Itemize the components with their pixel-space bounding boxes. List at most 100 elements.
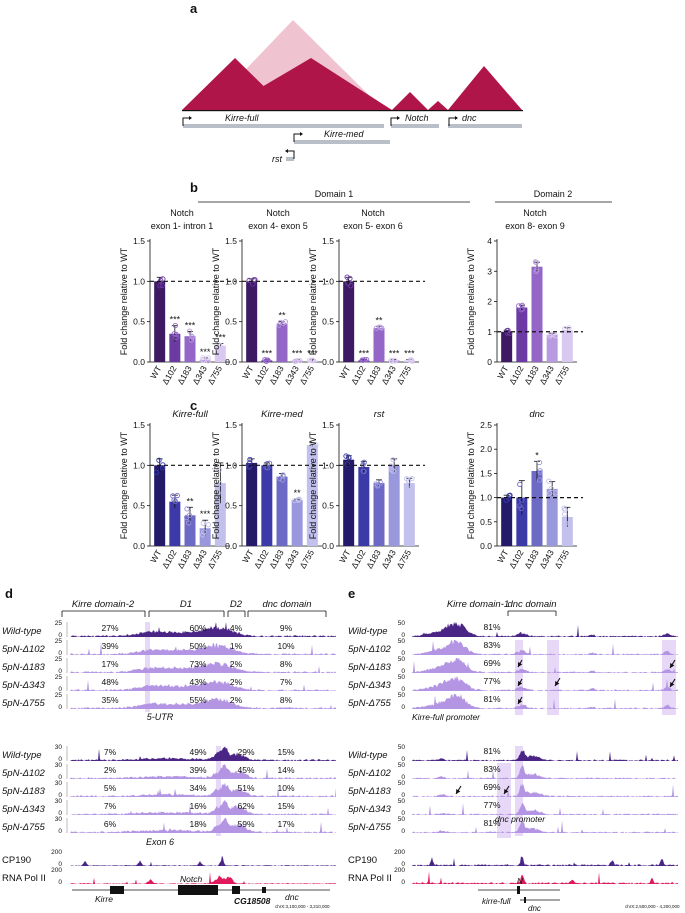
bar (516, 497, 528, 546)
percentage-label: 8% (280, 659, 293, 669)
significance-mark: *** (292, 349, 303, 359)
track-scale-max: 50 (398, 656, 406, 663)
percentage-label: 39% (189, 765, 206, 775)
data-point (189, 333, 195, 339)
data-point (309, 358, 315, 364)
arrow-head (518, 662, 523, 667)
data-point (297, 357, 303, 364)
y-tick-label: 1.5 (133, 420, 145, 430)
track-name: 5pN-Δ102 (348, 644, 392, 655)
track-scale-min: 0 (401, 828, 405, 835)
data-point (280, 472, 286, 478)
data-point (409, 484, 415, 490)
track-scale-min: 0 (58, 828, 62, 835)
bar (169, 501, 181, 546)
arrow-head (456, 789, 461, 794)
data-point (216, 345, 222, 351)
bar (246, 462, 258, 546)
domain-label: D1 (180, 599, 192, 610)
panel-letter-c: c (190, 398, 197, 413)
coverage-track (412, 640, 678, 655)
domain-label: dnc domain (262, 599, 311, 610)
section-label: Exon 6 (146, 837, 174, 847)
chart-title-gene: Notch (266, 208, 290, 218)
domain-label: Kirre domain-1 (447, 599, 509, 610)
chart-title-gene: Notch (361, 208, 385, 218)
tad-triangle (392, 92, 428, 110)
significance-mark: *** (404, 349, 415, 359)
percentage-label: 35% (101, 695, 118, 705)
percentage-label: 10% (277, 641, 294, 651)
percentage-label: 2% (230, 695, 243, 705)
bar (403, 483, 415, 546)
significance-mark: *** (307, 349, 318, 359)
coverage-track (70, 746, 336, 761)
data-point (388, 463, 394, 469)
significance-mark: *** (359, 349, 370, 359)
data-point (159, 465, 166, 471)
y-tick-label: 1.5 (225, 420, 237, 430)
exon-block (110, 886, 124, 894)
track-name: Wild-type (2, 750, 42, 761)
data-point (279, 477, 286, 483)
data-point (205, 358, 211, 364)
data-point (188, 337, 195, 343)
chip-name: RNA Pol II (2, 873, 46, 884)
track-scale-max: 25 (55, 656, 63, 663)
track-scale-min: 0 (401, 686, 405, 693)
data-point (276, 322, 282, 328)
y-tick-label: 1.0 (480, 493, 492, 503)
track-scale-min: 0 (58, 632, 62, 639)
data-point (537, 468, 543, 474)
percentage-label: 73% (189, 659, 206, 669)
track-scale-max: 200 (394, 849, 405, 856)
track-scale-min: 0 (401, 650, 405, 657)
tss-arrow-rst (288, 150, 295, 159)
track-scale-min: 0 (58, 861, 62, 868)
domain1-label: Domain 1 (315, 189, 354, 199)
gene-bar-kirre-med (294, 140, 390, 144)
percentage-label: 43% (189, 677, 206, 687)
exon-block (262, 887, 266, 893)
data-point (346, 454, 352, 460)
y-axis-label: Fold change relative to WT (119, 431, 129, 539)
percentage-label: 55% (189, 695, 206, 705)
track-scale-max: 50 (398, 620, 406, 627)
y-tick-label: 1.5 (322, 236, 334, 246)
x-tick-label: Δ183 (364, 364, 383, 386)
percentage-label: 83% (483, 764, 500, 774)
x-tick-label: Δ183 (267, 364, 286, 386)
panel-letter-d: d (5, 586, 13, 601)
data-point (157, 283, 163, 289)
y-tick-label: 0.0 (480, 541, 492, 551)
data-point (390, 457, 396, 463)
data-point (548, 485, 554, 491)
data-point (377, 480, 384, 486)
x-tick-label: Δ755 (205, 548, 224, 570)
gene-bar-dnc (448, 124, 522, 128)
data-point (313, 442, 319, 448)
viewpoint-highlight (145, 622, 150, 712)
bar (373, 483, 385, 546)
coverage-track (70, 622, 336, 637)
x-tick-label: Δ102 (252, 548, 271, 570)
coverage-track (412, 871, 678, 884)
percentage-label: 17% (277, 819, 294, 829)
track-scale-max: 25 (55, 638, 63, 645)
coverage-track (412, 819, 678, 833)
gene-label: N (517, 877, 523, 886)
bar (199, 528, 211, 546)
track-scale-min: 0 (401, 632, 405, 639)
chart-title: Kirre-full (172, 409, 208, 420)
section-label: dnc promoter (495, 814, 546, 824)
y-tick-label: 1.0 (133, 276, 145, 286)
track-name: 5pN-Δ343 (2, 680, 46, 691)
track-scale-min: 0 (58, 668, 62, 675)
coverage-track (70, 871, 336, 884)
data-point (170, 493, 176, 499)
y-tick-label: 1.0 (133, 460, 145, 470)
x-tick-label: Δ755 (297, 364, 316, 386)
arrow-head (670, 682, 675, 687)
track-scale-max: 50 (398, 762, 406, 769)
